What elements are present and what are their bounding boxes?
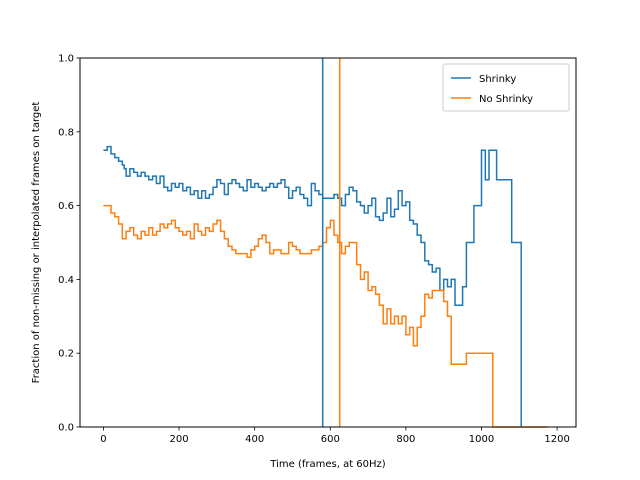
y-tick-label: 0.8 [58, 127, 74, 138]
y-tick-label: 0.6 [58, 201, 74, 212]
x-tick-label: 600 [321, 434, 340, 445]
axis-ticks: 0 200 400 600 800 1000 1200 0.0 0.2 0.4 0.6 0.8 1.0 [58, 54, 570, 446]
legend: Shrinky No Shrinky [442, 63, 570, 112]
x-tick-label: 200 [170, 434, 189, 445]
y-axis-label: Fraction of non-missing or interpolated … [31, 102, 42, 384]
x-axis-label: Time (frames, at 60Hz) [269, 459, 385, 470]
legend-label-shrinky: Shrinky [479, 74, 516, 85]
x-tick-label: 1200 [544, 434, 569, 445]
x-tick-label: 800 [396, 434, 415, 445]
axes-frame [79, 57, 577, 428]
legend-label-no-shrinky: No Shrinky [479, 94, 533, 105]
plot-area [103, 58, 548, 428]
legend-box [442, 63, 570, 112]
y-tick-label: 0.2 [58, 349, 74, 360]
series-line-no-shrinky [103, 204, 548, 428]
x-tick-label: 1000 [469, 434, 494, 445]
y-tick-label: 0.0 [58, 423, 74, 434]
x-tick-label: 0 [100, 434, 106, 445]
y-tick-label: 1.0 [58, 54, 74, 65]
x-tick-label: 400 [245, 434, 264, 445]
series-line-shrinky [103, 145, 522, 427]
y-tick-label: 0.4 [58, 275, 74, 286]
